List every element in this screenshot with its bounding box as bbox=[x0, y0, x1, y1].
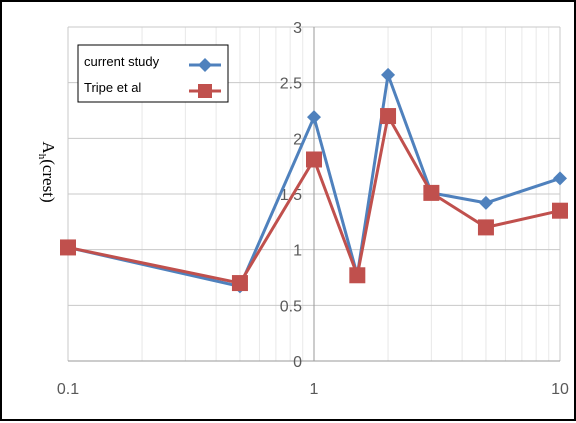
legend-item: Tripe et al bbox=[84, 80, 221, 98]
y-tick-label: 2 bbox=[293, 131, 302, 148]
y-axis-title-group: Ah(crest) bbox=[36, 141, 58, 202]
y-tick-label: 3 bbox=[293, 20, 302, 37]
data-point-square bbox=[423, 184, 440, 201]
data-point-square bbox=[60, 239, 76, 256]
data-point-square bbox=[349, 267, 366, 284]
data-point-diamond bbox=[381, 67, 396, 82]
data-point-square bbox=[477, 219, 494, 236]
data-point-square bbox=[380, 108, 397, 125]
series-tripe-et-al bbox=[60, 108, 568, 292]
legend-item: current study bbox=[84, 54, 221, 72]
x-tick-label: 1 bbox=[310, 381, 319, 398]
data-point-square bbox=[306, 151, 322, 168]
data-point-diamond bbox=[478, 195, 493, 210]
legend: current study Tripe et al bbox=[77, 44, 229, 103]
x-tick-label: 0.1 bbox=[57, 381, 79, 398]
y-tick-label: 2.5 bbox=[280, 76, 302, 93]
y-axis-title-main: A bbox=[39, 141, 58, 154]
y-axis-title: Ah(crest) bbox=[36, 141, 58, 202]
legend-label: Tripe et al bbox=[84, 80, 141, 95]
y-tick-label: 1 bbox=[293, 243, 302, 260]
data-point-diamond bbox=[198, 58, 212, 72]
y-axis-title-rest: (crest) bbox=[39, 159, 58, 202]
data-point-square bbox=[198, 84, 212, 98]
data-point-diamond bbox=[553, 171, 567, 186]
x-tick-label: 10 bbox=[551, 381, 569, 398]
series-line bbox=[67, 73, 561, 288]
y-axis-title-subscript: h bbox=[36, 154, 48, 160]
y-tick-label: 0 bbox=[293, 354, 302, 371]
series-layer bbox=[60, 67, 568, 294]
y-tick-label: 0.5 bbox=[280, 298, 302, 315]
data-point-diamond bbox=[307, 110, 321, 125]
data-point-square bbox=[552, 202, 568, 219]
legend-label: current study bbox=[84, 54, 160, 69]
data-point-square bbox=[231, 275, 248, 292]
series-line bbox=[67, 114, 561, 285]
